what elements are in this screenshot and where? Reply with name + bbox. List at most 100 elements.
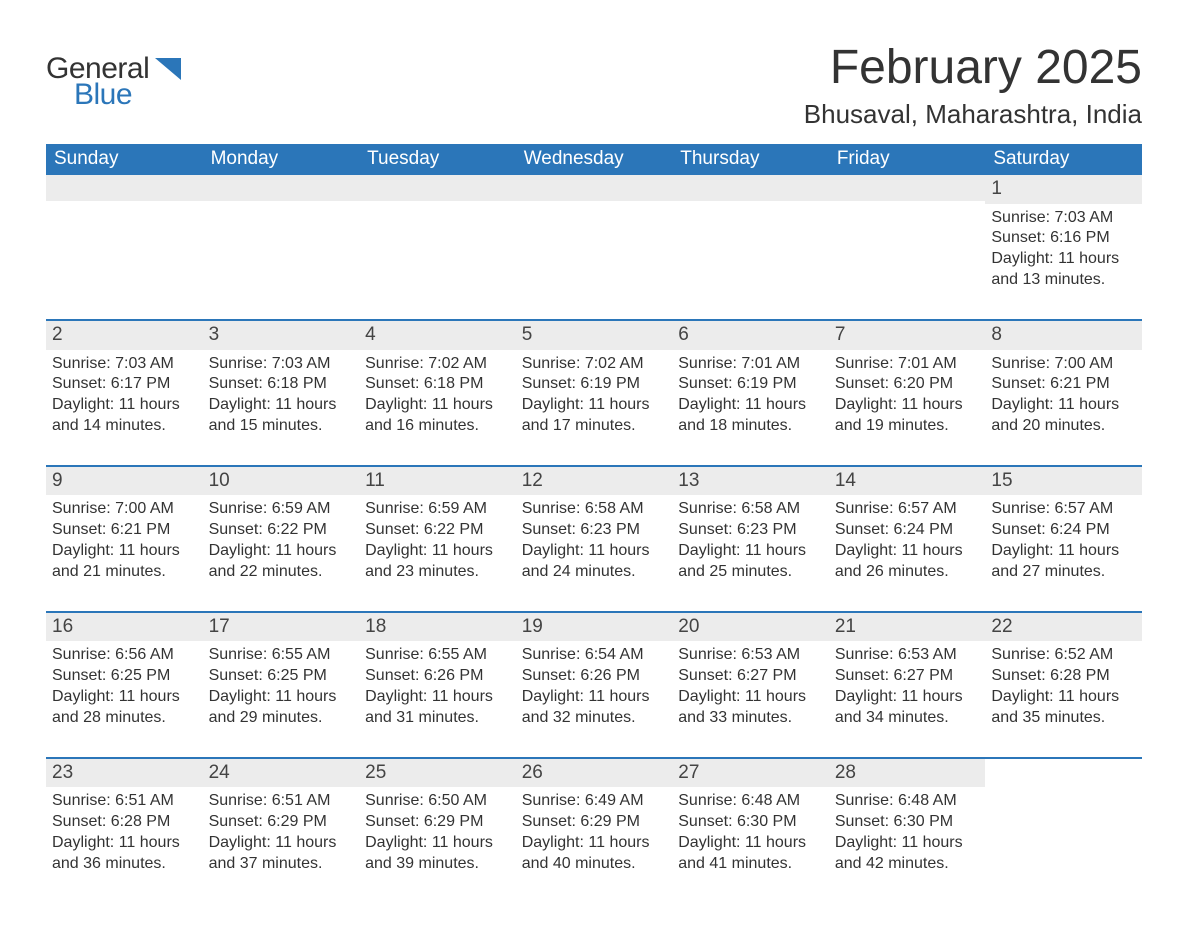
day-cell: 2 Sunrise: 7:03 AMSunset: 6:17 PMDaylight… [46,320,203,466]
day-daylight2: and 35 minutes. [991,708,1136,729]
day-info: Sunrise: 6:48 AMSunset: 6:30 PMDaylight:… [678,791,823,874]
day-cell: 14 Sunrise: 6:57 AMSunset: 6:24 PMDayligh… [829,466,986,612]
day-info: Sunrise: 6:49 AMSunset: 6:29 PMDaylight:… [522,791,667,874]
day-number: 20 [672,613,829,642]
day-cell: 28Sunrise: 6:48 AMSunset: 6:30 PMDayligh… [829,758,986,903]
day-sunset: Sunset: 6:27 PM [678,666,823,687]
day-sunset: Sunset: 6:21 PM [991,374,1136,395]
day-cell: 26Sunrise: 6:49 AMSunset: 6:29 PMDayligh… [516,758,673,903]
day-sunrise: Sunrise: 6:57 AM [991,499,1136,520]
day-sunrise: Sunrise: 6:59 AM [365,499,510,520]
calendar-table: SundayMondayTuesdayWednesdayThursdayFrid… [46,144,1142,902]
day-number: 15 [985,467,1142,496]
day-daylight2: and 22 minutes. [209,562,354,583]
day-cell [672,175,829,320]
day-info: Sunrise: 6:57 AMSunset: 6:24 PMDaylight:… [835,499,980,582]
day-info: Sunrise: 7:00 AMSunset: 6:21 PMDaylight:… [52,499,197,582]
week-row: 23Sunrise: 6:51 AMSunset: 6:28 PMDayligh… [46,758,1142,903]
weekday-header: Monday [203,144,360,175]
day-number: 28 [829,759,986,788]
day-cell: 3Sunrise: 7:03 AMSunset: 6:18 PMDaylight… [203,320,360,466]
week-row: 9Sunrise: 7:00 AMSunset: 6:21 PMDaylight… [46,466,1142,612]
day-sunrise: Sunrise: 6:55 AM [209,645,354,666]
day-daylight1: Daylight: 11 hours [52,541,197,562]
day-daylight1: Daylight: 11 hours [991,687,1136,708]
day-daylight1: Daylight: 11 hours [991,249,1136,270]
day-daylight1: Daylight: 11 hours [522,541,667,562]
day-number: 16 [46,613,203,642]
day-daylight1: Daylight: 11 hours [678,541,823,562]
day-cell: 5 Sunrise: 7:02 AMSunset: 6:19 PMDaylight… [516,320,673,466]
weekday-header: Friday [829,144,986,175]
day-info: Sunrise: 6:54 AMSunset: 6:26 PMDaylight:… [522,645,667,728]
day-cell: 19 Sunrise: 6:54 AMSunset: 6:26 PMDayligh… [516,612,673,758]
day-cell: 13Sunrise: 6:58 AMSunset: 6:23 PMDayligh… [672,466,829,612]
day-daylight1: Daylight: 11 hours [52,395,197,416]
weekday-header: Tuesday [359,144,516,175]
day-daylight1: Daylight: 11 hours [52,687,197,708]
day-cell: 18Sunrise: 6:55 AMSunset: 6:26 PMDayligh… [359,612,516,758]
day-info: Sunrise: 7:02 AMSunset: 6:19 PMDaylight:… [522,354,667,437]
day-sunrise: Sunrise: 7:02 AM [365,354,510,375]
day-number: 5 [516,321,673,350]
day-daylight1: Daylight: 11 hours [522,687,667,708]
day-sunset: Sunset: 6:24 PM [835,520,980,541]
day-number: 1 [985,175,1142,204]
day-cell: 24Sunrise: 6:51 AMSunset: 6:29 PMDayligh… [203,758,360,903]
day-sunset: Sunset: 6:24 PM [991,520,1136,541]
day-number: 21 [829,613,986,642]
empty-day-bar [516,175,673,201]
day-sunrise: Sunrise: 6:53 AM [835,645,980,666]
day-info: Sunrise: 6:59 AMSunset: 6:22 PMDaylight:… [365,499,510,582]
day-sunrise: Sunrise: 6:52 AM [991,645,1136,666]
day-number: 8 [985,321,1142,350]
week-row: 1Sunrise: 7:03 AMSunset: 6:16 PMDaylight… [46,175,1142,320]
day-cell [985,758,1142,903]
day-daylight1: Daylight: 11 hours [209,541,354,562]
day-cell: 22Sunrise: 6:52 AMSunset: 6:28 PMDayligh… [985,612,1142,758]
day-cell [516,175,673,320]
day-number: 4 [359,321,516,350]
day-daylight2: and 36 minutes. [52,854,197,875]
day-number: 17 [203,613,360,642]
day-cell: 9Sunrise: 7:00 AMSunset: 6:21 PMDaylight… [46,466,203,612]
day-number: 14 [829,467,986,496]
logo-triangle-icon [155,58,181,80]
day-sunrise: Sunrise: 6:50 AM [365,791,510,812]
empty-day-bar [46,175,203,201]
day-info: Sunrise: 6:53 AMSunset: 6:27 PMDaylight:… [835,645,980,728]
day-info: Sunrise: 6:52 AMSunset: 6:28 PMDaylight:… [991,645,1136,728]
day-daylight1: Daylight: 11 hours [522,833,667,854]
day-daylight1: Daylight: 11 hours [678,395,823,416]
day-info: Sunrise: 6:55 AMSunset: 6:25 PMDaylight:… [209,645,354,728]
day-cell: 7Sunrise: 7:01 AMSunset: 6:20 PMDaylight… [829,320,986,466]
day-daylight2: and 31 minutes. [365,708,510,729]
day-number: 2 [46,321,203,350]
day-sunrise: Sunrise: 7:03 AM [52,354,197,375]
weekday-header: Thursday [672,144,829,175]
day-number: 19 [516,613,673,642]
day-sunset: Sunset: 6:22 PM [365,520,510,541]
day-sunrise: Sunrise: 7:00 AM [991,354,1136,375]
day-info: Sunrise: 7:02 AMSunset: 6:18 PMDaylight:… [365,354,510,437]
day-cell: 25Sunrise: 6:50 AMSunset: 6:29 PMDayligh… [359,758,516,903]
logo-text-block: General Blue [46,54,149,110]
day-sunset: Sunset: 6:20 PM [835,374,980,395]
day-daylight1: Daylight: 11 hours [835,541,980,562]
day-cell [359,175,516,320]
day-daylight1: Daylight: 11 hours [991,541,1136,562]
day-daylight1: Daylight: 11 hours [678,687,823,708]
day-info: Sunrise: 7:03 AMSunset: 6:17 PMDaylight:… [52,354,197,437]
day-number: 12 [516,467,673,496]
day-number: 6 [672,321,829,350]
day-daylight1: Daylight: 11 hours [209,395,354,416]
day-sunset: Sunset: 6:29 PM [522,812,667,833]
day-cell: 6Sunrise: 7:01 AMSunset: 6:19 PMDaylight… [672,320,829,466]
empty-day-bar [829,175,986,201]
day-daylight2: and 15 minutes. [209,416,354,437]
day-cell: 1Sunrise: 7:03 AMSunset: 6:16 PMDaylight… [985,175,1142,320]
day-sunset: Sunset: 6:29 PM [209,812,354,833]
month-title: February 2025 [804,40,1142,95]
day-daylight2: and 14 minutes. [52,416,197,437]
day-cell [46,175,203,320]
